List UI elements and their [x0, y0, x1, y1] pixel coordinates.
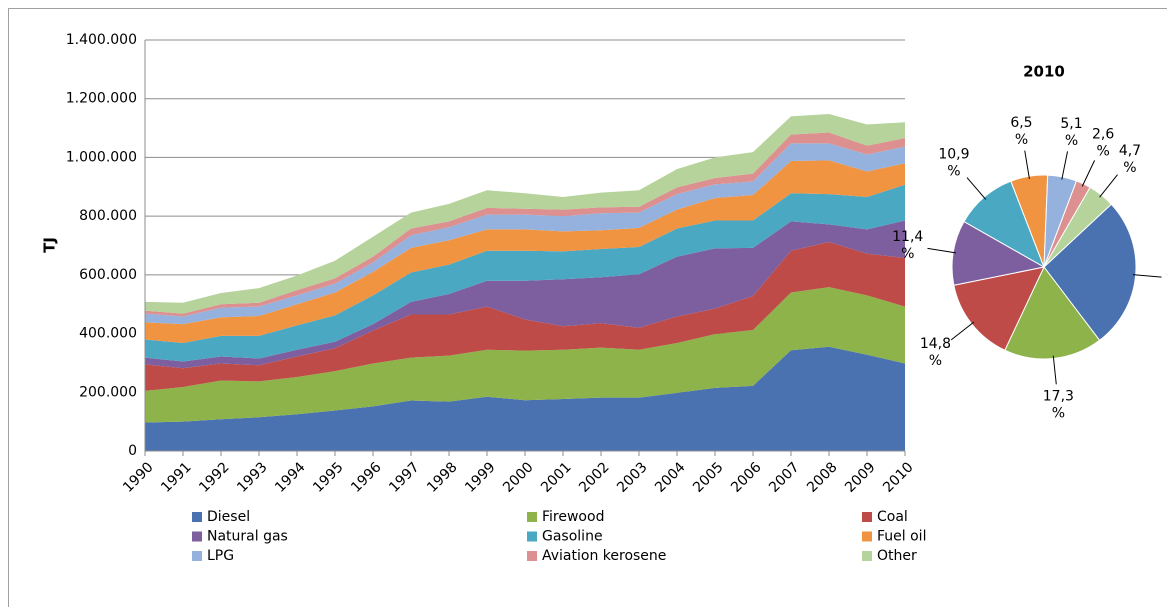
- legend-label: Aviation kerosene: [542, 548, 666, 564]
- data-label: 11,4%: [892, 229, 923, 262]
- y-tick-label: 1.200.000: [66, 91, 137, 107]
- legend-swatch: [862, 551, 872, 561]
- legend-swatch: [527, 531, 537, 542]
- legend-swatch: [862, 512, 872, 522]
- legend-label: Coal: [877, 509, 908, 525]
- data-label: 6,5%: [1010, 115, 1032, 148]
- y-tick-label: 1.400.000: [66, 32, 137, 48]
- legend-swatch: [192, 531, 202, 542]
- leader-line: [1099, 174, 1118, 198]
- y-tick-label: 200.000: [79, 384, 137, 400]
- legend-swatch: [862, 531, 872, 542]
- legend-label: Other: [877, 548, 917, 564]
- y-tick-label: 400.000: [79, 326, 137, 342]
- area: [145, 113, 905, 314]
- leader-line: [1061, 151, 1069, 180]
- data-label: 17,3%: [1043, 388, 1074, 421]
- leader-line: [1081, 160, 1096, 187]
- area: [145, 220, 905, 369]
- area: [145, 287, 905, 423]
- y-tick-label: 800.000: [79, 208, 137, 224]
- leader-line: [1024, 150, 1030, 180]
- area: [145, 184, 905, 362]
- legend-label: LPG: [207, 548, 234, 564]
- legend-label: Gasoline: [542, 529, 603, 545]
- data-label: 26,6%: [1166, 263, 1167, 296]
- legend-label: Fuel oil: [877, 529, 926, 545]
- data-label: 14,8%: [920, 336, 951, 369]
- legend-label: Diesel: [207, 509, 250, 525]
- leader-line: [927, 247, 956, 254]
- legend-swatch: [192, 551, 202, 561]
- y-tick-label: 0: [128, 443, 137, 459]
- data-label: 2,6%: [1092, 126, 1114, 159]
- leader-line: [1132, 274, 1162, 278]
- y-tick-label: 600.000: [79, 267, 137, 283]
- pie-title: 2010: [1023, 63, 1065, 81]
- legend-label: Firewood: [542, 509, 604, 525]
- y-tick-label: 1.000.000: [66, 149, 137, 165]
- y-axis-label: TJ: [41, 237, 59, 253]
- legend-swatch: [527, 551, 537, 561]
- area: [145, 346, 905, 451]
- data-label: 5,1%: [1060, 116, 1082, 149]
- area: [145, 143, 905, 325]
- leader-line: [950, 321, 975, 341]
- leader-line: [1052, 355, 1057, 385]
- area: [145, 241, 905, 391]
- legend-swatch: [192, 512, 202, 522]
- area: [145, 160, 905, 343]
- area: [145, 132, 905, 317]
- data-label: 4,7%: [1119, 143, 1141, 176]
- legend-label: Natural gas: [207, 529, 288, 545]
- data-label: 10,9%: [938, 146, 969, 179]
- leader-line: [966, 177, 987, 200]
- legend-swatch: [527, 512, 537, 522]
